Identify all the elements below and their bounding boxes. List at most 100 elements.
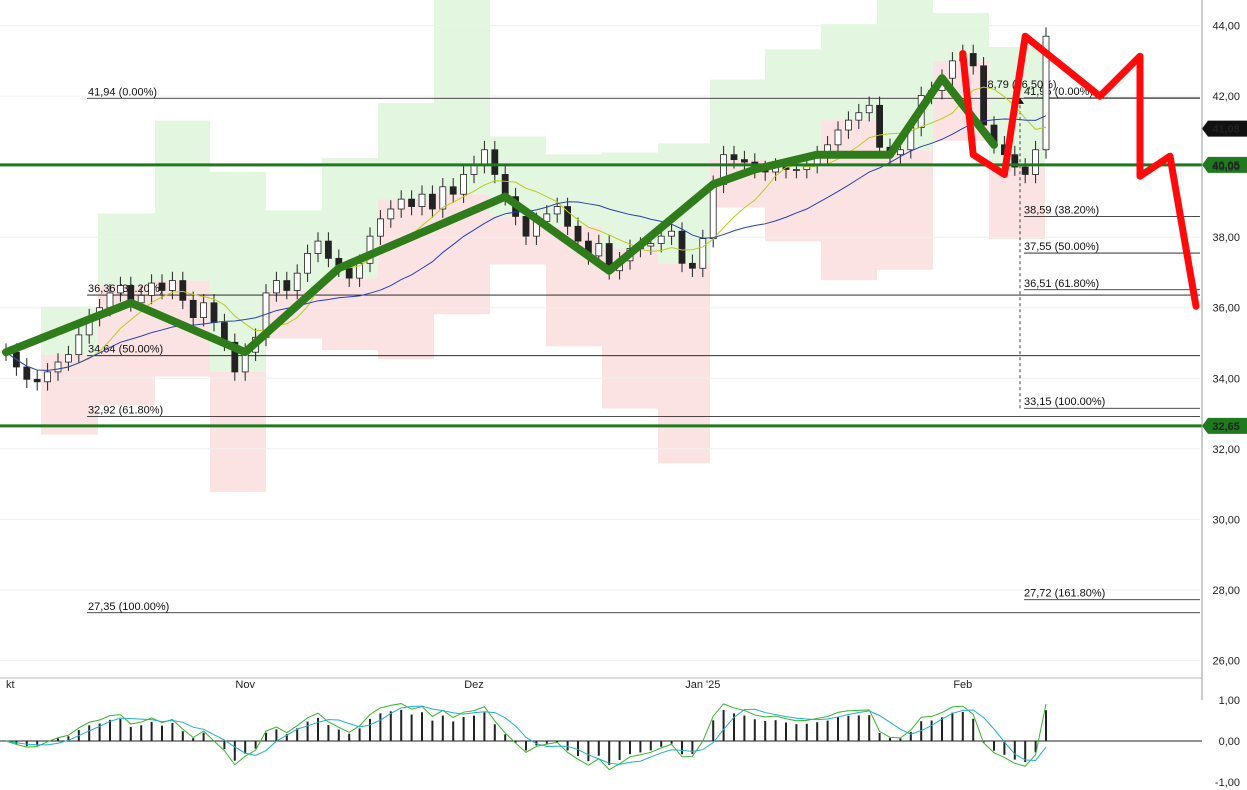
candle-body	[65, 354, 72, 363]
band-up	[710, 79, 765, 160]
time-tick-label: Jan '25	[685, 679, 720, 691]
fib-label: 37,55 (50.00%)	[1024, 241, 1099, 253]
candle-body	[543, 213, 551, 222]
candle-body	[210, 302, 218, 323]
time-axis: kt Nov Dez Jan '25 Feb	[0, 677, 1202, 691]
candle-body	[428, 193, 436, 210]
price-tag-label: 32,65	[1212, 421, 1240, 433]
candle-body	[418, 193, 426, 207]
fib-label: 34,64 (50.00%)	[88, 344, 163, 356]
candle-body	[44, 371, 51, 383]
candle-body	[408, 198, 416, 207]
candle-body	[283, 280, 291, 291]
candle-body	[897, 149, 904, 156]
moving-average-short	[5, 86, 1047, 371]
price-tag-label: 40,05	[1212, 160, 1240, 172]
time-tick-label: Nov	[235, 679, 255, 691]
band-down	[378, 199, 434, 360]
fib-label: 27,35 (100.00%)	[88, 601, 169, 613]
price-tag	[1202, 417, 1247, 434]
candle-body	[657, 235, 665, 244]
candle-body	[564, 206, 571, 227]
candle-body	[949, 60, 956, 79]
candle-body	[200, 302, 208, 319]
time-tick-label: Dez	[464, 679, 484, 691]
candle-body	[969, 53, 977, 67]
price-tick-label: 38,00	[1212, 232, 1240, 244]
price-tick-label: 26,00	[1212, 655, 1240, 667]
oscillator-panel: 1,00 0,00 -1,00	[0, 695, 1240, 789]
candle-body	[23, 366, 31, 380]
band-down	[602, 248, 658, 409]
candle-body	[1011, 154, 1019, 168]
fib-label: 36,36 (38.20%)	[88, 283, 163, 295]
candle-body	[491, 149, 499, 175]
green-annotation-path	[2, 74, 998, 357]
price-tick-label: 40,00	[1212, 162, 1240, 174]
candle-body	[293, 272, 301, 291]
candle-body	[668, 230, 675, 237]
band-down	[989, 167, 1045, 240]
candle-body	[168, 280, 176, 291]
candle-body	[1021, 166, 1029, 175]
candle-body	[741, 159, 748, 163]
price-tick-label: 42,00	[1212, 91, 1240, 103]
candle-body	[689, 262, 696, 269]
band-down	[210, 371, 266, 492]
price-tag	[1202, 156, 1247, 173]
candle-body	[460, 174, 468, 195]
hand-drawn-paths	[2, 32, 1200, 357]
fib-label: 32,92 (61.80%)	[88, 404, 163, 416]
red-annotation-path	[959, 32, 1200, 310]
candle-body	[272, 280, 280, 294]
band-down	[765, 169, 821, 242]
candle-body	[980, 65, 987, 126]
oscillator-line-fast	[5, 703, 1047, 771]
candle-body	[324, 240, 332, 259]
candle-body	[106, 292, 114, 309]
price-axis: 44,00 42,00 40,00 38,00 36,00 34,00 32,00 30,00…	[1201, 0, 1240, 700]
candle-body	[33, 378, 41, 383]
oscillator-tick-label: -1,00	[1215, 777, 1240, 789]
candle-body	[148, 282, 156, 296]
last-price-tag	[1202, 120, 1247, 137]
fib-label: 36,51 (61.80%)	[1024, 278, 1099, 290]
price-tick-label: 36,00	[1212, 303, 1240, 315]
band-up	[434, 0, 490, 195]
support-resistance-lines: 40,05 32,65 41,08	[0, 120, 1247, 434]
candle-body	[793, 169, 800, 171]
candle-body	[574, 225, 582, 242]
band-down	[658, 263, 710, 464]
fib-label: 41,95 (0.00%)	[1024, 86, 1093, 98]
candle-body	[855, 112, 863, 121]
candle-body	[834, 129, 842, 146]
fib-label: 33,15 (100.00%)	[1024, 396, 1105, 408]
price-tick-label: 32,00	[1212, 444, 1240, 456]
candle-body	[75, 334, 83, 356]
band-up	[821, 24, 877, 121]
price-tick-label: 30,00	[1212, 514, 1240, 526]
candle-body	[231, 341, 239, 373]
candle-body	[304, 253, 312, 274]
candle-body	[865, 104, 873, 114]
candle-body	[1042, 35, 1050, 151]
candle-body	[314, 240, 322, 254]
band-up	[98, 213, 155, 286]
time-tick-label: Feb	[953, 679, 972, 691]
candle-body	[553, 206, 561, 215]
band-down	[41, 354, 98, 435]
candle-body	[709, 183, 717, 240]
band-down	[821, 120, 877, 281]
candle-body	[397, 198, 405, 210]
oscillator-tick-label: 1,00	[1219, 695, 1240, 707]
band-up	[378, 103, 434, 200]
candle-body	[876, 104, 883, 148]
measure-label: 8,79 (26,50%)	[987, 79, 1056, 91]
price-tick-label: 34,00	[1212, 373, 1240, 385]
candle-body	[189, 299, 197, 319]
candle-body	[1032, 149, 1039, 175]
band-down	[877, 149, 933, 270]
candle-body	[678, 230, 686, 264]
candle-body	[699, 238, 707, 269]
